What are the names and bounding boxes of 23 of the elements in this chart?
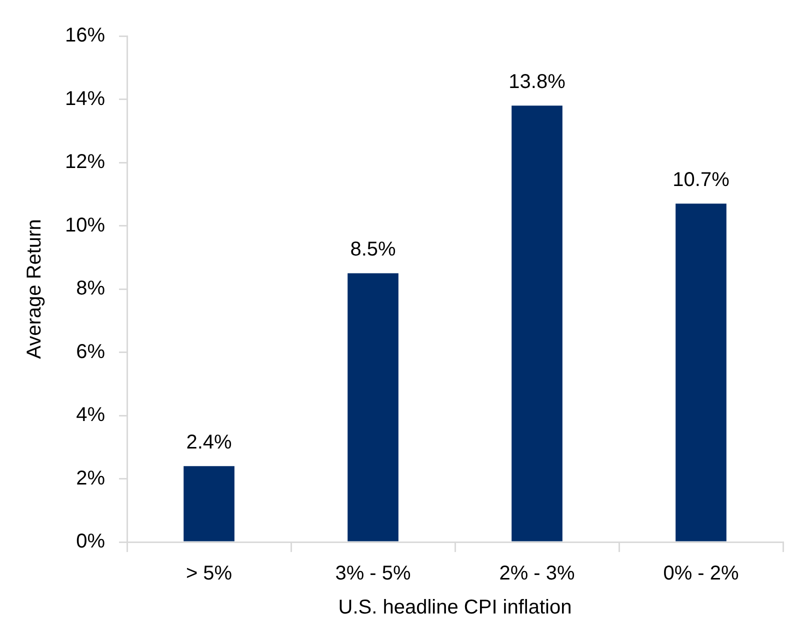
bar — [512, 106, 562, 542]
y-tick-label: 16% — [65, 24, 106, 47]
y-tick-label: 8% — [76, 278, 106, 300]
y-tick-label: 10% — [65, 214, 106, 236]
bar — [184, 466, 234, 542]
y-tick-label: 0% — [76, 530, 106, 553]
y-axis-title: Average Return — [24, 219, 46, 359]
data-label: 13.8% — [508, 71, 566, 94]
data-label: 10.7% — [672, 169, 730, 192]
data-label: 2.4% — [186, 432, 232, 454]
data-label: 8.5% — [350, 238, 396, 261]
y-tick-label: 14% — [65, 88, 106, 110]
bar — [676, 204, 726, 542]
x-axis-title: U.S. headline CPI inflation — [338, 596, 572, 619]
y-tick-label: 4% — [76, 404, 106, 426]
y-tick-label: 12% — [65, 151, 106, 174]
x-tick-label: 0% - 2% — [663, 562, 740, 585]
x-tick-label: 3% - 5% — [335, 562, 412, 585]
y-tick-label: 2% — [76, 467, 106, 490]
y-tick-label: 6% — [76, 340, 106, 363]
x-tick-label: > 5% — [186, 562, 232, 585]
x-tick-label: 2% - 3% — [499, 562, 576, 585]
bar — [348, 273, 398, 542]
